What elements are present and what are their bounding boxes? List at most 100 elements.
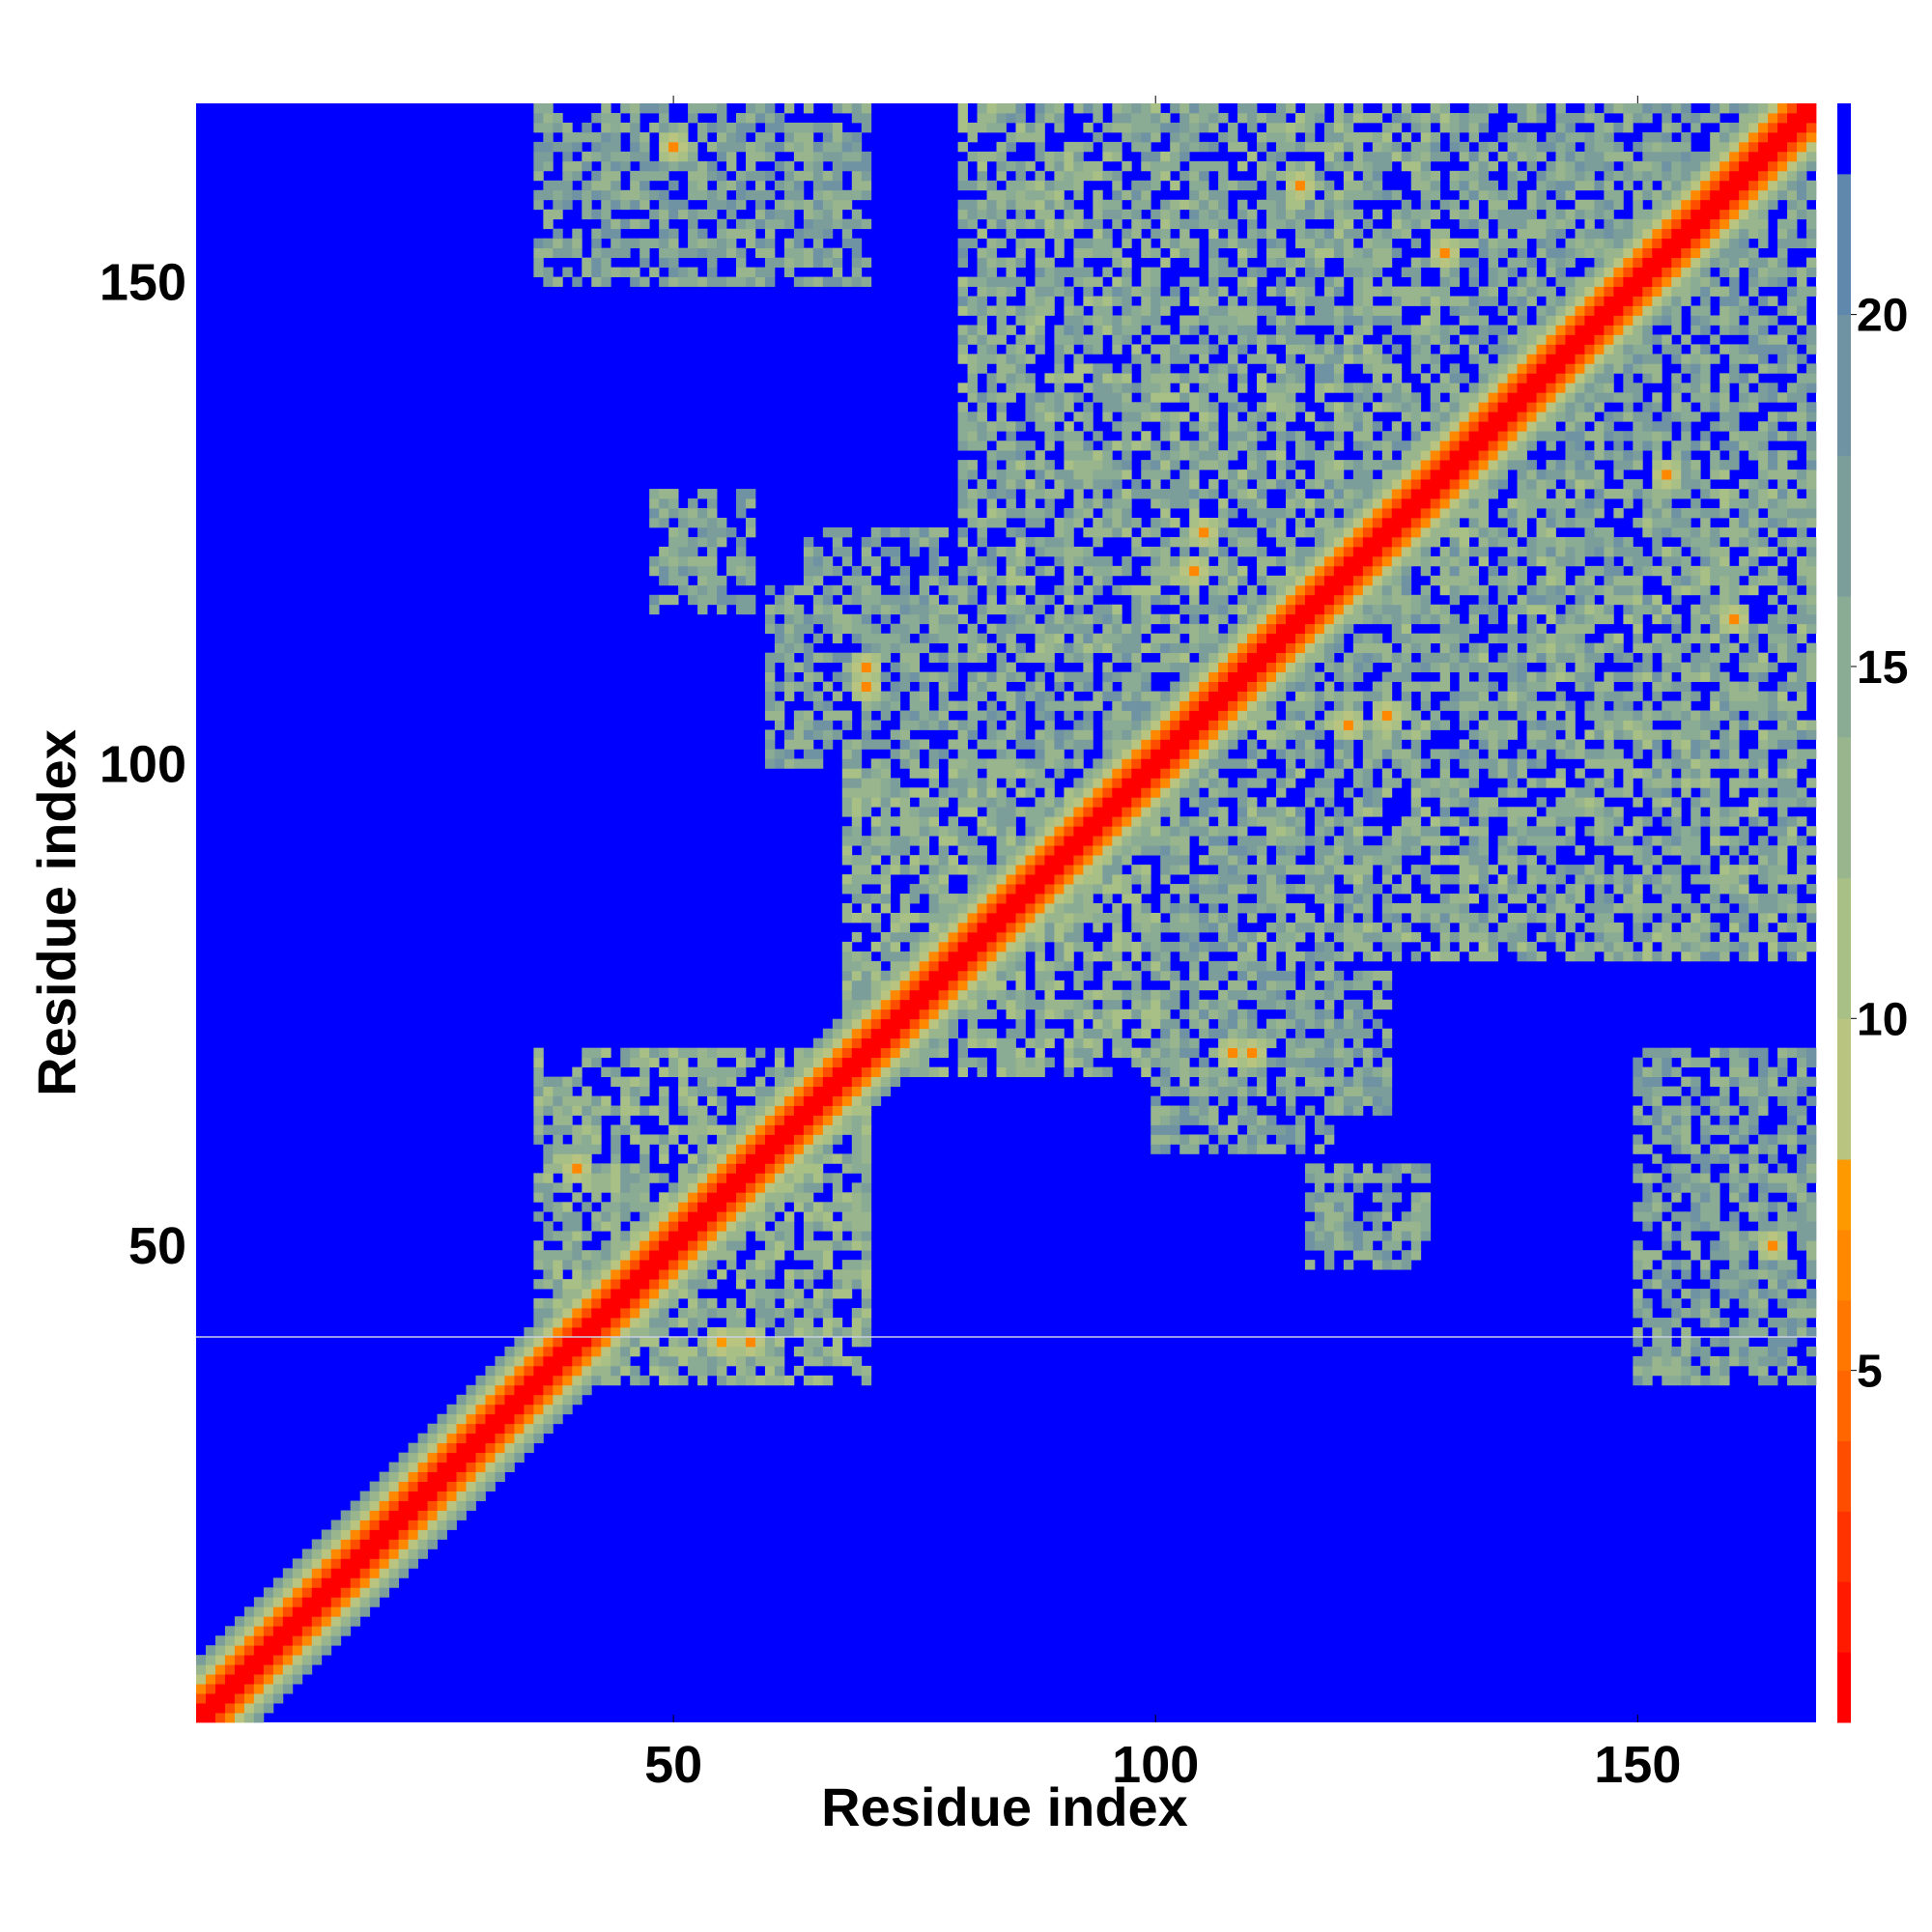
heatmap-cell bbox=[822, 1173, 834, 1183]
heatmap-cell bbox=[1054, 526, 1065, 538]
heatmap-cell bbox=[1025, 758, 1036, 769]
heatmap-cell bbox=[754, 247, 766, 259]
heatmap-cell bbox=[977, 845, 987, 856]
heatmap-cell bbox=[1237, 845, 1248, 856]
heatmap-cell bbox=[977, 1028, 987, 1039]
heatmap-cell bbox=[1237, 546, 1248, 557]
heatmap-cell bbox=[1044, 469, 1055, 480]
heatmap-cell bbox=[630, 1182, 640, 1193]
heatmap-cell bbox=[678, 1163, 689, 1174]
heatmap-cell bbox=[292, 1606, 303, 1617]
heatmap-cell bbox=[1199, 951, 1209, 962]
heatmap-cell bbox=[678, 1095, 689, 1106]
heatmap-cell bbox=[986, 951, 997, 962]
heatmap-cell bbox=[1170, 623, 1180, 635]
heatmap-cell bbox=[1064, 431, 1074, 441]
heatmap-cell bbox=[909, 526, 921, 538]
heatmap-cell bbox=[1102, 383, 1113, 393]
heatmap-cell bbox=[736, 604, 747, 615]
heatmap-cell bbox=[861, 913, 872, 923]
heatmap-cell bbox=[793, 729, 805, 740]
heatmap-cell bbox=[697, 575, 708, 586]
heatmap-cell bbox=[948, 826, 958, 837]
heatmap-cell bbox=[1015, 555, 1026, 567]
heatmap-cell bbox=[678, 1279, 689, 1290]
heatmap-cell bbox=[996, 402, 1007, 412]
heatmap-cell bbox=[1054, 479, 1065, 490]
heatmap-cell bbox=[1015, 421, 1026, 432]
heatmap-cell bbox=[851, 575, 863, 586]
heatmap-cell bbox=[764, 691, 776, 701]
heatmap-cell bbox=[996, 392, 1007, 403]
heatmap-cell bbox=[754, 1163, 766, 1174]
heatmap-cell bbox=[1141, 1009, 1151, 1020]
heatmap-cell bbox=[1151, 642, 1161, 654]
heatmap-cell bbox=[1228, 122, 1238, 133]
heatmap-cell bbox=[1228, 604, 1238, 615]
heatmap-cell bbox=[870, 1066, 882, 1077]
heatmap-cell bbox=[957, 421, 968, 432]
heatmap-cell bbox=[1189, 749, 1200, 759]
heatmap-cell bbox=[745, 218, 756, 230]
heatmap-cell bbox=[1112, 691, 1122, 701]
heatmap-cell bbox=[1015, 1066, 1026, 1077]
heatmap-cell bbox=[977, 1066, 987, 1077]
heatmap-cell bbox=[880, 970, 892, 981]
heatmap-cell bbox=[1228, 652, 1238, 664]
heatmap-cell bbox=[1112, 749, 1122, 759]
heatmap-cell bbox=[688, 228, 698, 240]
heatmap-cell bbox=[928, 894, 940, 904]
heatmap-cell bbox=[1035, 421, 1045, 432]
heatmap-cell bbox=[543, 1260, 554, 1270]
heatmap-cell bbox=[1237, 575, 1248, 586]
heatmap-cell bbox=[774, 180, 785, 191]
heatmap-cell bbox=[1247, 1018, 1258, 1030]
heatmap-cell bbox=[928, 807, 940, 817]
heatmap-cell bbox=[1112, 315, 1122, 326]
heatmap-cell bbox=[1102, 768, 1113, 779]
heatmap-cell bbox=[1025, 941, 1036, 952]
heatmap-cell bbox=[688, 1260, 698, 1270]
heatmap-cell bbox=[1131, 951, 1142, 962]
heatmap-cell bbox=[1160, 797, 1171, 808]
heatmap-cell bbox=[1006, 613, 1016, 625]
heatmap-cell bbox=[1208, 662, 1219, 672]
heatmap-cell bbox=[803, 1173, 814, 1183]
heatmap-cell bbox=[977, 122, 987, 133]
heatmap-cell bbox=[899, 999, 911, 1010]
heatmap-cell bbox=[754, 141, 766, 153]
heatmap-cell bbox=[899, 681, 911, 692]
heatmap-cell bbox=[793, 151, 805, 162]
heatmap-cell bbox=[1247, 1009, 1258, 1020]
heatmap-cell bbox=[1112, 383, 1122, 393]
heatmap-cell bbox=[1247, 913, 1258, 923]
heatmap-cell bbox=[928, 855, 940, 866]
heatmap-cell bbox=[977, 440, 987, 451]
heatmap-cell bbox=[1228, 729, 1238, 740]
heatmap-cell bbox=[1122, 267, 1132, 277]
heatmap-cell bbox=[1131, 807, 1142, 817]
heatmap-cell bbox=[1093, 536, 1103, 548]
heatmap-cell bbox=[880, 836, 892, 846]
heatmap-cell bbox=[880, 652, 892, 664]
heatmap-cell bbox=[688, 1326, 698, 1338]
heatmap-cell bbox=[611, 1173, 621, 1183]
heatmap-cell bbox=[1189, 941, 1200, 952]
heatmap-cell bbox=[928, 633, 940, 644]
heatmap-cell bbox=[1131, 922, 1142, 933]
heatmap-cell bbox=[707, 1211, 718, 1222]
heatmap-cell bbox=[1237, 373, 1248, 384]
heatmap-cell bbox=[1247, 489, 1258, 499]
heatmap-cell bbox=[745, 1336, 756, 1348]
heatmap-cell bbox=[899, 951, 911, 962]
heatmap-cell bbox=[986, 931, 997, 943]
heatmap-cell bbox=[582, 1250, 592, 1261]
heatmap-cell bbox=[234, 1693, 245, 1704]
heatmap-cell bbox=[793, 758, 805, 769]
heatmap-cell bbox=[717, 1202, 727, 1212]
heatmap-cell bbox=[861, 594, 872, 606]
heatmap-cell bbox=[1199, 565, 1209, 577]
heatmap-cell bbox=[1208, 122, 1219, 133]
heatmap-cell bbox=[1093, 103, 1103, 114]
heatmap-cell bbox=[591, 276, 602, 287]
